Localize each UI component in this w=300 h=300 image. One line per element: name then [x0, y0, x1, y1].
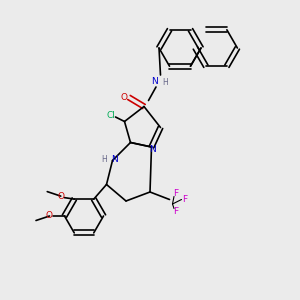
Text: Cl: Cl [106, 111, 116, 120]
Text: N: N [151, 76, 158, 85]
Text: O: O [121, 93, 128, 102]
Text: F: F [173, 207, 178, 216]
Text: F: F [173, 189, 178, 198]
Text: N: N [111, 154, 117, 164]
Text: H: H [162, 78, 168, 87]
Text: O: O [57, 192, 64, 201]
Text: N: N [150, 146, 156, 154]
Text: H: H [101, 154, 107, 164]
Text: F: F [182, 195, 187, 204]
Text: O: O [46, 212, 53, 220]
